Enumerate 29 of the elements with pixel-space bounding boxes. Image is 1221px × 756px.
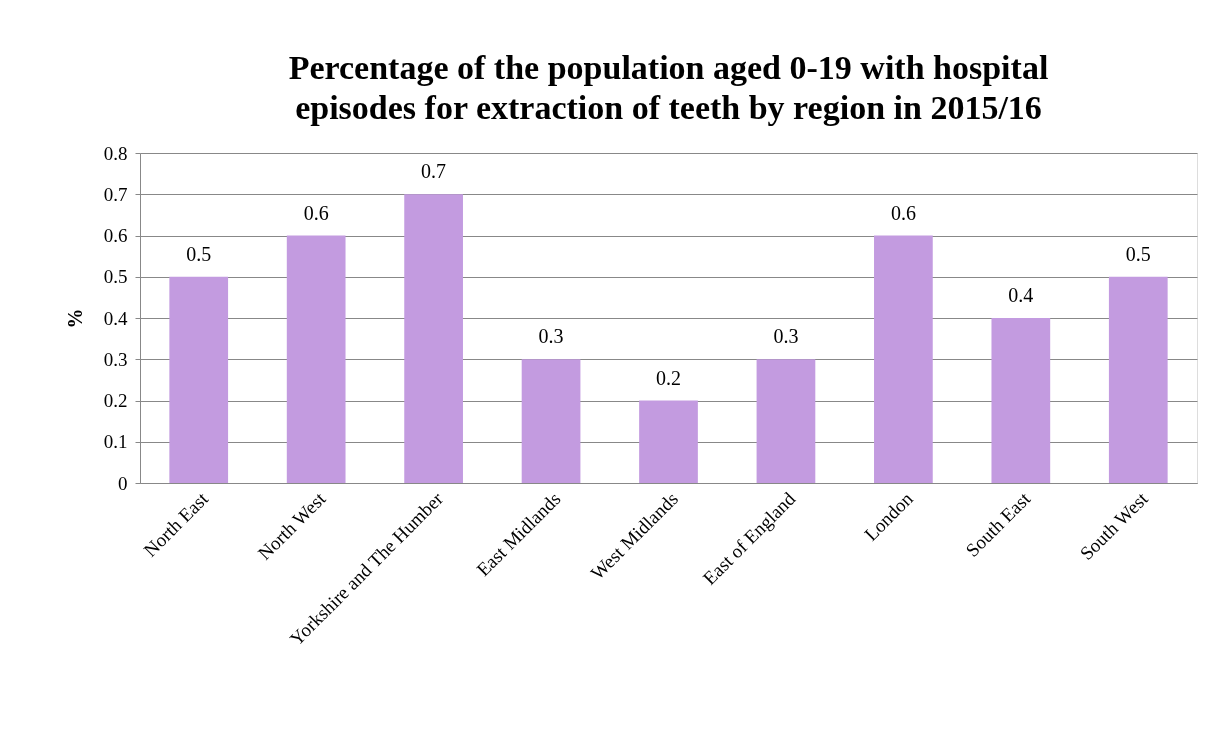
y-tick-label: 0.6 xyxy=(103,225,128,246)
bar xyxy=(639,400,698,483)
bar xyxy=(756,359,816,483)
data-label: 0.2 xyxy=(656,366,681,389)
bar xyxy=(404,194,463,483)
y-tick-label: 0.2 xyxy=(103,390,128,411)
y-axis-title: % xyxy=(63,308,86,329)
y-tick-label: 0.1 xyxy=(103,431,128,453)
y-tick-label: 0.7 xyxy=(103,183,128,205)
y-tick-label: 0 xyxy=(118,472,128,494)
data-label: 0.6 xyxy=(303,201,329,224)
bar xyxy=(991,318,1051,483)
bar xyxy=(521,359,581,483)
bar xyxy=(286,235,346,483)
bar xyxy=(1108,276,1168,483)
data-label: 0.5 xyxy=(1125,242,1151,265)
y-tick-label: 0.8 xyxy=(103,142,128,164)
data-label: 0.7 xyxy=(421,160,447,183)
bar xyxy=(169,276,229,483)
data-label: 0.6 xyxy=(890,201,916,224)
chart-title: Percentage of the population aged 0-19 with hospital episodes for extraction of teeth by region in 2015/16 xyxy=(288,49,1049,126)
y-tick-label: 0.4 xyxy=(103,307,128,329)
bar xyxy=(874,235,933,483)
data-label: 0.3 xyxy=(773,325,799,348)
data-label: 0.4 xyxy=(1008,284,1034,306)
y-tick-label: 0.5 xyxy=(103,266,128,288)
y-tick-label: 0.3 xyxy=(103,348,128,370)
data-label: 0.3 xyxy=(538,325,564,348)
data-label: 0.5 xyxy=(186,242,212,265)
